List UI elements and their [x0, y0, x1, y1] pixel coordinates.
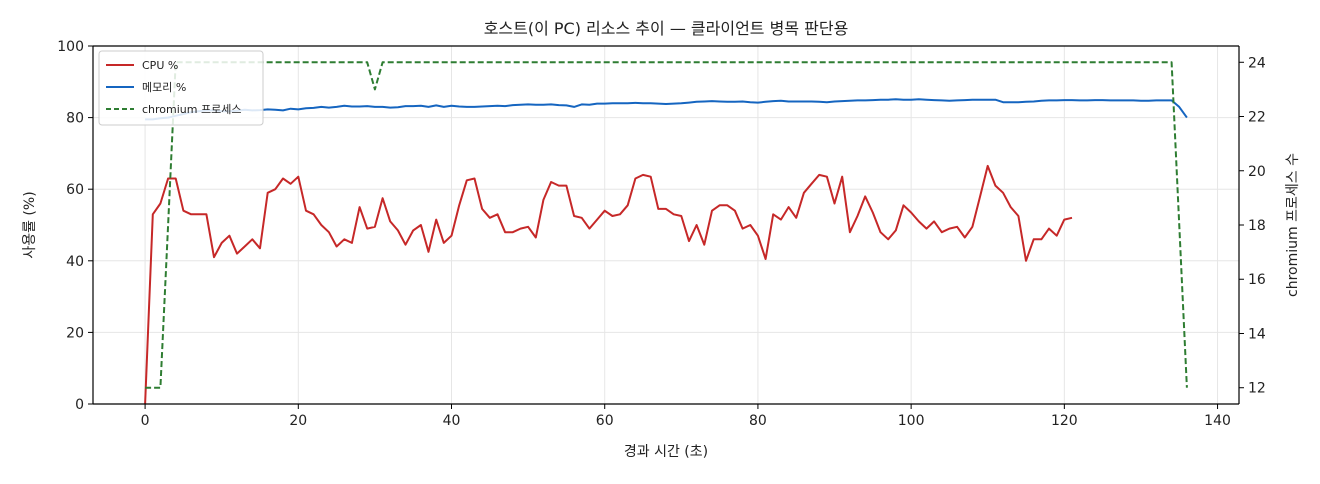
y2-tick-label: 18	[1248, 218, 1266, 234]
y2-axis-label: chromium 프로세스 수	[1285, 153, 1301, 297]
x-tick-label: 0	[141, 413, 150, 429]
legend-label: CPU %	[142, 59, 178, 72]
y-tick-label: 80	[66, 111, 84, 127]
y-tick-label: 0	[75, 397, 84, 413]
y2-tick-label: 22	[1248, 110, 1266, 126]
x-tick-label: 40	[443, 413, 461, 429]
y-tick-label: 60	[66, 182, 84, 198]
x-tick-label: 20	[289, 413, 307, 429]
series-line-2	[145, 98, 1188, 121]
y2-tick-label: 24	[1248, 55, 1266, 71]
x-tick-label: 80	[749, 413, 767, 429]
legend-box	[98, 50, 264, 126]
series-line-1	[144, 164, 1073, 405]
series-layer	[144, 61, 1188, 405]
x-tick-label: 60	[596, 413, 614, 429]
y2-tick-label: 14	[1248, 326, 1266, 342]
x-tick-label: 120	[1051, 413, 1078, 429]
ticks: 0 20 40 60 80 100 120 140 0 20 40 60 80 100 12 14 16 18 20…	[57, 39, 1266, 429]
y2-tick-label: 16	[1248, 272, 1266, 288]
series-line-3	[145, 61, 1188, 389]
x-tick-label: 100	[898, 413, 925, 429]
y-tick-label: 100	[57, 39, 84, 55]
y-tick-label: 20	[66, 325, 84, 341]
legend-label: 메모리 %	[142, 81, 186, 94]
y-axis-label: 사용률 (%)	[22, 191, 38, 258]
legend: CPU % 메모리 % chromium 프로세스	[98, 50, 264, 126]
x-axis-label: 경과 시간 (초)	[624, 444, 708, 460]
chart-title: 호스트(이 PC) 리소스 추이 — 클라이언트 병목 판단용	[484, 19, 849, 38]
x-tick-label: 140	[1204, 413, 1231, 429]
y2-tick-label: 20	[1248, 164, 1266, 180]
y2-tick-label: 12	[1248, 381, 1266, 397]
legend-label: chromium 프로세스	[142, 103, 241, 116]
y-tick-label: 40	[66, 254, 84, 270]
